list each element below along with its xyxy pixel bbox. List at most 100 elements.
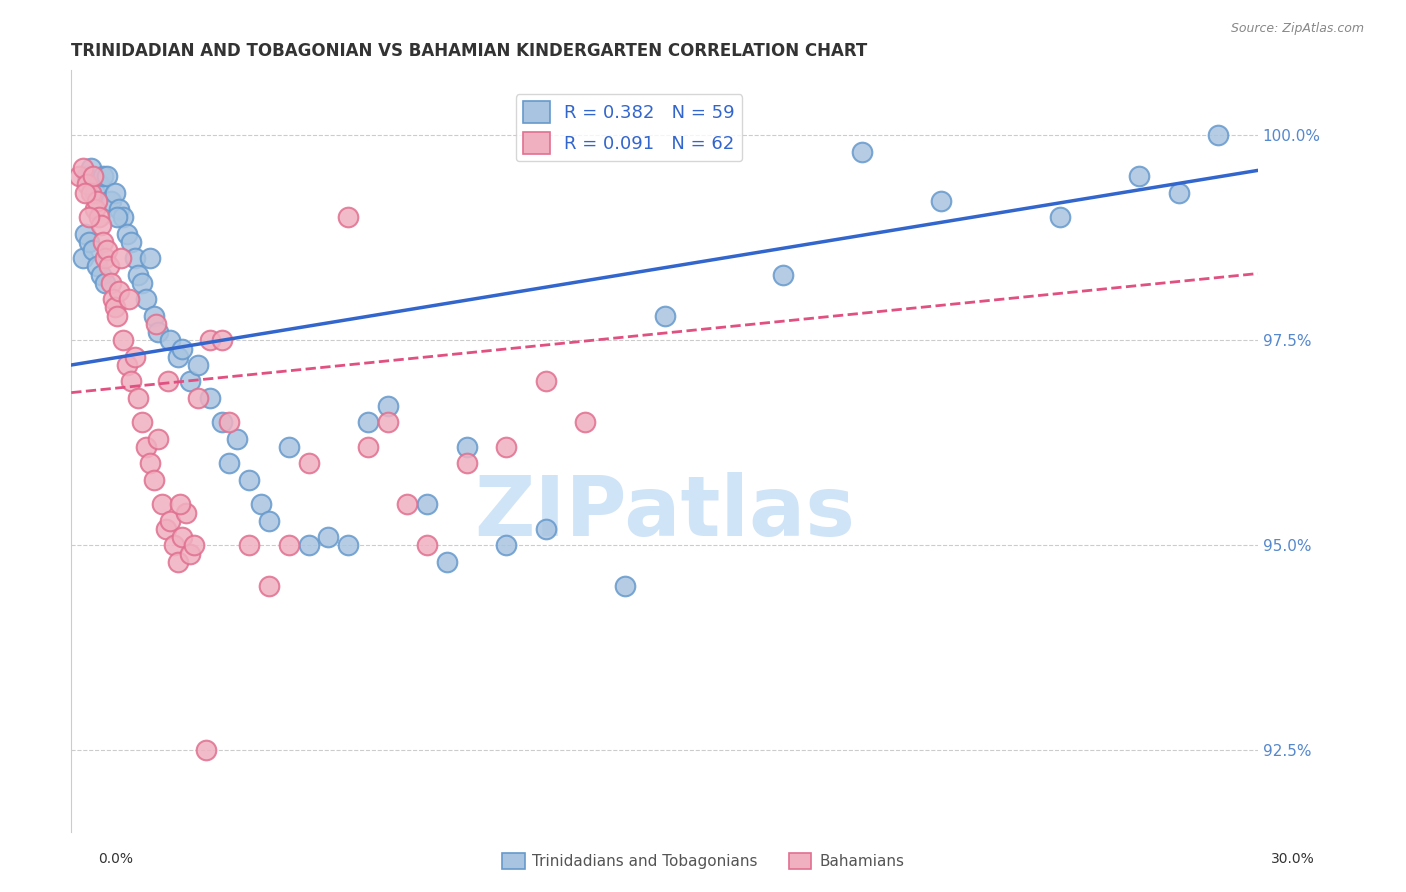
Text: ZIPatlas: ZIPatlas	[474, 472, 855, 552]
Point	[318, 530, 340, 544]
Point	[104, 301, 127, 315]
Point	[170, 342, 193, 356]
Point	[115, 227, 138, 241]
Point	[396, 497, 419, 511]
Point	[456, 456, 478, 470]
Point	[87, 178, 110, 192]
Text: TRINIDADIAN AND TOBAGONIAN VS BAHAMIAN KINDERGARTEN CORRELATION CHART: TRINIDADIAN AND TOBAGONIAN VS BAHAMIAN K…	[72, 42, 868, 60]
Point	[139, 456, 162, 470]
Point	[77, 235, 100, 249]
Point	[194, 743, 217, 757]
Point	[87, 211, 110, 225]
Point	[124, 350, 146, 364]
Point	[159, 514, 181, 528]
Point	[75, 186, 97, 200]
Point	[107, 202, 129, 216]
Point	[150, 497, 173, 511]
Point	[124, 252, 146, 266]
Point	[226, 432, 249, 446]
Point	[167, 350, 190, 364]
Point	[1167, 186, 1189, 200]
Point	[174, 506, 197, 520]
Point	[100, 276, 122, 290]
Point	[169, 497, 191, 511]
Point	[257, 579, 280, 593]
Point	[931, 194, 953, 208]
Point	[170, 530, 193, 544]
Point	[84, 186, 107, 200]
Point	[238, 473, 260, 487]
Point	[91, 235, 114, 249]
Point	[143, 309, 166, 323]
Point	[574, 415, 596, 429]
Point	[337, 211, 360, 225]
Point	[534, 522, 557, 536]
Point	[297, 456, 319, 470]
Point	[84, 202, 107, 216]
Point	[110, 252, 132, 266]
Point	[148, 325, 170, 339]
Point	[163, 538, 186, 552]
Point	[1049, 211, 1071, 225]
Point	[495, 440, 517, 454]
Point	[105, 211, 128, 225]
Point	[198, 334, 221, 348]
Point	[416, 497, 439, 511]
Point	[179, 547, 201, 561]
Point	[72, 161, 94, 175]
Point	[377, 399, 399, 413]
Point	[495, 538, 517, 552]
Point	[135, 293, 157, 307]
Point	[111, 334, 134, 348]
Point	[614, 579, 637, 593]
Point	[80, 186, 103, 200]
Point	[67, 169, 90, 184]
Point	[96, 243, 118, 257]
Point	[357, 440, 380, 454]
Legend: R = 0.382   N = 59, R = 0.091   N = 62: R = 0.382 N = 59, R = 0.091 N = 62	[516, 94, 742, 161]
Point	[179, 374, 201, 388]
Point	[117, 293, 139, 307]
Point	[107, 284, 129, 298]
Point	[145, 317, 167, 331]
Point	[97, 260, 120, 274]
Point	[143, 473, 166, 487]
Point	[416, 538, 439, 552]
Point	[456, 440, 478, 454]
Point	[131, 276, 153, 290]
Point	[218, 415, 240, 429]
Point	[139, 252, 162, 266]
Point	[127, 268, 149, 282]
Point	[218, 456, 240, 470]
Point	[1206, 128, 1229, 143]
Point	[100, 194, 122, 208]
Point	[257, 514, 280, 528]
Point	[82, 243, 104, 257]
Point	[159, 334, 181, 348]
Point	[277, 538, 299, 552]
Point	[72, 252, 94, 266]
Point	[76, 178, 98, 192]
Point	[1128, 169, 1150, 184]
Point	[76, 169, 98, 184]
Point	[120, 374, 142, 388]
Point	[277, 440, 299, 454]
Point	[851, 145, 873, 159]
Point	[77, 211, 100, 225]
Point	[157, 374, 180, 388]
Point	[111, 211, 134, 225]
Point	[436, 555, 458, 569]
Point	[357, 415, 380, 429]
Text: Source: ZipAtlas.com: Source: ZipAtlas.com	[1230, 22, 1364, 36]
Point	[297, 538, 319, 552]
Point	[534, 374, 557, 388]
Point	[115, 358, 138, 372]
Point	[211, 334, 233, 348]
Point	[86, 194, 108, 208]
Legend: Trinidadians and Tobagonians, Bahamians: Trinidadians and Tobagonians, Bahamians	[496, 847, 910, 875]
Point	[90, 219, 112, 233]
Point	[187, 391, 209, 405]
Point	[101, 293, 124, 307]
Point	[135, 440, 157, 454]
Point	[148, 432, 170, 446]
